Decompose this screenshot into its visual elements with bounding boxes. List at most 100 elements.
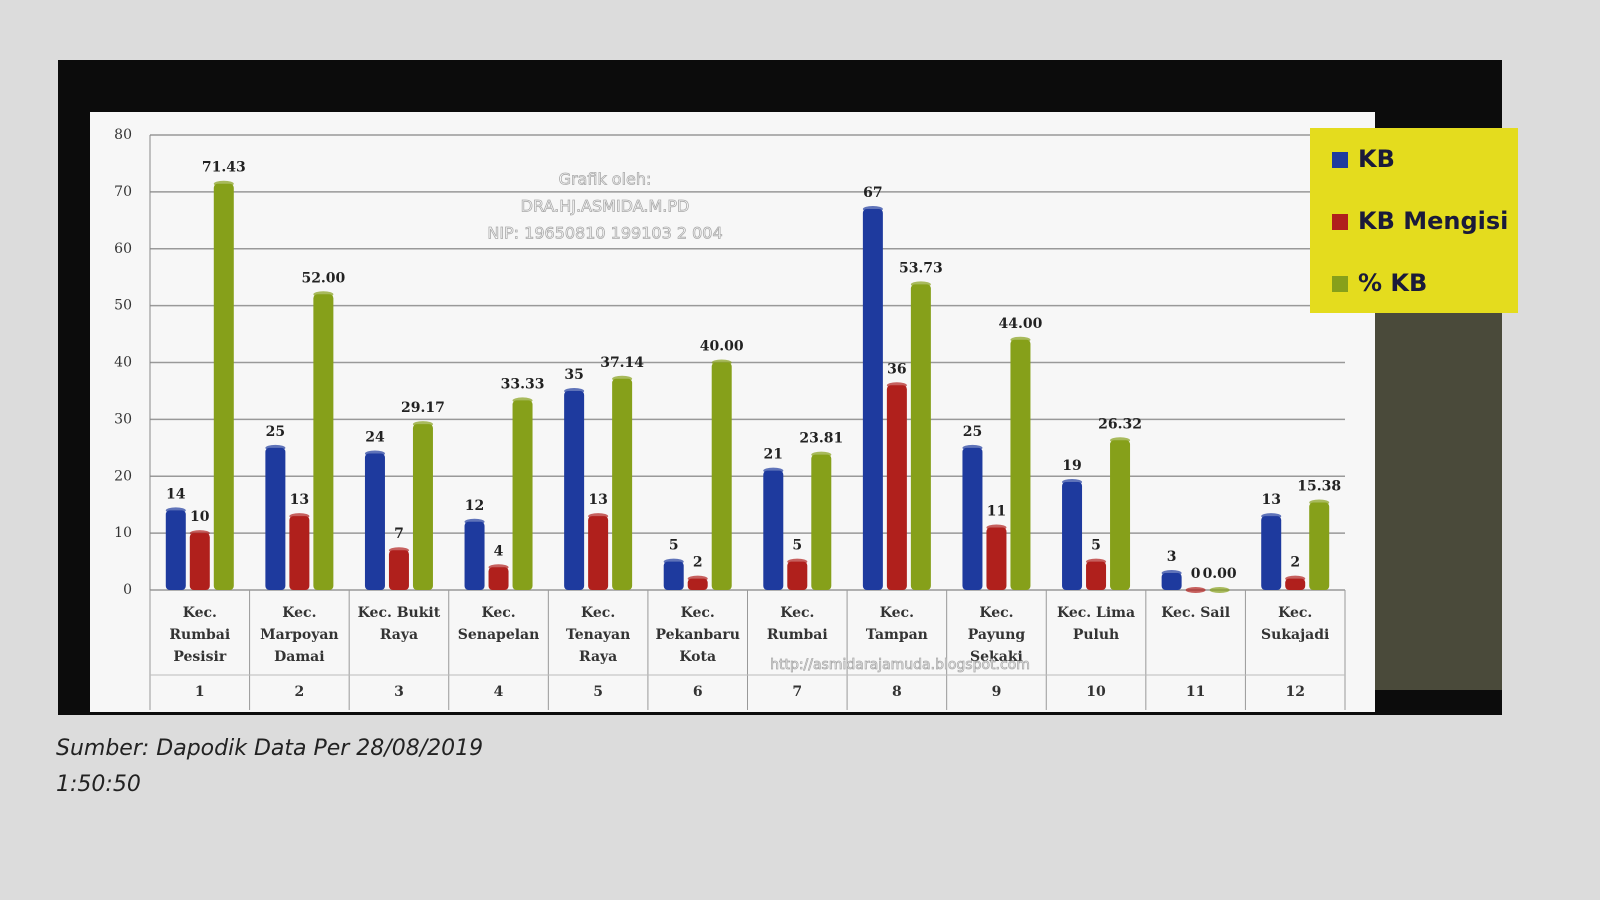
data-label: 15.38: [1297, 479, 1341, 495]
data-label: 24: [365, 430, 385, 446]
category-number: 9: [992, 684, 1002, 700]
x-tick-label: Kec. Bukit Raya: [357, 605, 441, 643]
data-label: 13: [1261, 492, 1280, 508]
bar: [763, 470, 784, 590]
bar: [787, 561, 808, 590]
bar: [289, 516, 310, 590]
category-number: 8: [892, 684, 902, 700]
bar: [412, 424, 433, 590]
bar-top: [787, 558, 808, 565]
x-tick-label: Kec. Tampan: [865, 605, 928, 643]
data-label: 0.00: [1203, 566, 1237, 582]
data-label: 52.00: [301, 270, 345, 286]
bar-top: [886, 382, 907, 389]
x-tick-label: Kec. Rumbai: [766, 605, 828, 643]
legend-swatch: [1332, 214, 1348, 230]
category-number: 2: [295, 684, 305, 700]
bar: [811, 454, 832, 590]
x-tick-label: Kec. Lima Puluh: [1056, 605, 1136, 643]
bar-top: [986, 524, 1007, 531]
bar: [663, 561, 684, 590]
category-label-box: Kec. Sukajadi: [1261, 605, 1330, 643]
screen-background: [1375, 300, 1502, 690]
category-number: 3: [394, 684, 404, 700]
bar-top: [512, 397, 533, 404]
bar-top: [910, 281, 931, 288]
category-label-box: Kec. Rumbai: [766, 605, 828, 643]
data-label: 2: [1290, 555, 1300, 571]
category-number: 1: [195, 684, 205, 700]
bar: [1285, 578, 1306, 590]
bar-top: [962, 444, 983, 451]
data-label: 25: [266, 424, 285, 440]
data-label: 26.32: [1098, 416, 1142, 432]
data-label: 53.73: [899, 260, 943, 276]
data-label: 44.00: [999, 316, 1043, 332]
data-label: 25: [963, 424, 982, 440]
bar-top: [763, 467, 784, 474]
bar: [464, 521, 485, 590]
data-label: 5: [1091, 538, 1101, 554]
bar-top: [588, 513, 609, 520]
data-label: 3: [1167, 549, 1177, 565]
y-tick-label: 30: [114, 411, 132, 427]
bar: [1010, 339, 1031, 590]
category-label-box: Kec. Tampan: [865, 605, 928, 643]
bar: [313, 294, 334, 590]
bar: [1261, 516, 1282, 590]
data-label: 29.17: [401, 400, 445, 416]
bar: [1062, 481, 1083, 590]
category-label-box: Kec. Lima Puluh: [1056, 605, 1136, 643]
data-label: 33.33: [501, 376, 545, 392]
category-number: 6: [693, 684, 703, 700]
data-label: 21: [764, 447, 783, 463]
data-label: 19: [1062, 458, 1081, 474]
x-tick-label: Kec. Sukajadi: [1261, 605, 1330, 643]
chart-area: [90, 112, 1375, 712]
y-tick-label: 80: [114, 127, 132, 143]
category-label-box: Kec. Marpoyan Damai: [260, 605, 339, 665]
data-label: 4: [494, 543, 504, 559]
bar-top: [412, 421, 433, 428]
bar-top: [811, 451, 832, 458]
x-tick-label: Kec. Marpoyan Damai: [260, 605, 339, 665]
data-label: 0: [1191, 566, 1201, 582]
bar: [1161, 572, 1182, 590]
data-label: 10: [190, 509, 210, 525]
bar-top: [1062, 478, 1083, 485]
bar-top: [265, 444, 286, 451]
watermark-url: http://asmidarajamuda.blogspot.com: [770, 657, 1030, 673]
category-number: 4: [494, 684, 504, 700]
data-label: 13: [290, 492, 309, 508]
y-tick-label: 0: [123, 582, 132, 598]
y-tick-label: 70: [114, 184, 132, 200]
watermark: NIP: 19650810 199103 2 004: [487, 224, 722, 243]
category-number: 10: [1086, 684, 1106, 700]
bar: [612, 378, 633, 590]
bar-top: [711, 359, 732, 366]
y-tick-label: 10: [114, 525, 132, 541]
data-label: 37.14: [600, 355, 644, 371]
bar: [189, 533, 210, 590]
bar-top: [1086, 558, 1107, 565]
category-label-box: Kec. Payung Sekaki: [968, 605, 1026, 665]
bar: [687, 578, 708, 590]
bar-top: [189, 530, 210, 537]
bar: [588, 516, 609, 590]
data-label: 40.00: [700, 339, 744, 355]
bar: [512, 400, 533, 590]
bar-top: [687, 575, 708, 582]
bar-top: [1309, 499, 1330, 506]
data-label: 36: [887, 361, 906, 377]
y-tick-label: 40: [114, 355, 132, 371]
category-label-box: Kec. Bukit Raya: [357, 605, 441, 643]
x-tick-label: Kec. Senapelan: [457, 605, 540, 643]
watermark: DRA.HJ.ASMIDA.M.PD: [521, 197, 690, 216]
data-label: 67: [863, 185, 882, 201]
y-tick-label: 20: [114, 468, 132, 484]
bar-top: [364, 450, 385, 457]
y-tick-label: 50: [114, 298, 132, 314]
bar: [986, 527, 1007, 590]
bar: [910, 284, 931, 590]
